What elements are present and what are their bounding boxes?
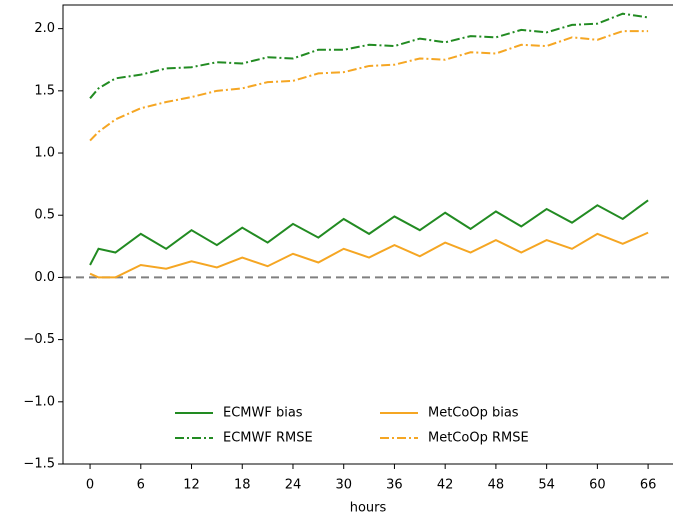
- legend-label: MetCoOp bias: [428, 406, 519, 421]
- series-line: [89, 199, 649, 266]
- y-tick-label: 0.5: [34, 208, 55, 223]
- x-tick-label: 48: [488, 478, 505, 493]
- y-tick-label: −0.5: [23, 332, 55, 347]
- y-tick-label: −1.5: [23, 457, 55, 472]
- x-tick-label: 18: [234, 478, 251, 493]
- x-tick-label: 6: [137, 478, 145, 493]
- y-tick-label: 1.0: [34, 146, 55, 161]
- x-tick-label: 66: [640, 478, 657, 493]
- plot-frame: [62, 4, 673, 465]
- y-tick-label: 1.5: [34, 83, 55, 98]
- x-tick-label: 0: [86, 478, 94, 493]
- legend-label: ECMWF RMSE: [223, 431, 313, 446]
- x-tick-label: 54: [538, 478, 555, 493]
- x-tick-label: 60: [589, 478, 606, 493]
- x-axis-label: hours: [350, 501, 387, 516]
- y-tick-label: 2.0: [34, 21, 55, 36]
- x-tick-label: 24: [285, 478, 302, 493]
- series-line: [89, 30, 649, 142]
- y-tick-label: 0.0: [34, 270, 55, 285]
- x-tick-label: 12: [183, 478, 200, 493]
- series-line: [89, 231, 649, 279]
- series-line: [89, 12, 649, 99]
- x-tick-label: 36: [386, 478, 403, 493]
- y-tick-label: −1.0: [23, 394, 55, 409]
- x-tick-label: 42: [437, 478, 454, 493]
- legend-label: ECMWF bias: [223, 406, 303, 421]
- x-tick-label: 30: [335, 478, 352, 493]
- legend-label: MetCoOp RMSE: [428, 431, 529, 446]
